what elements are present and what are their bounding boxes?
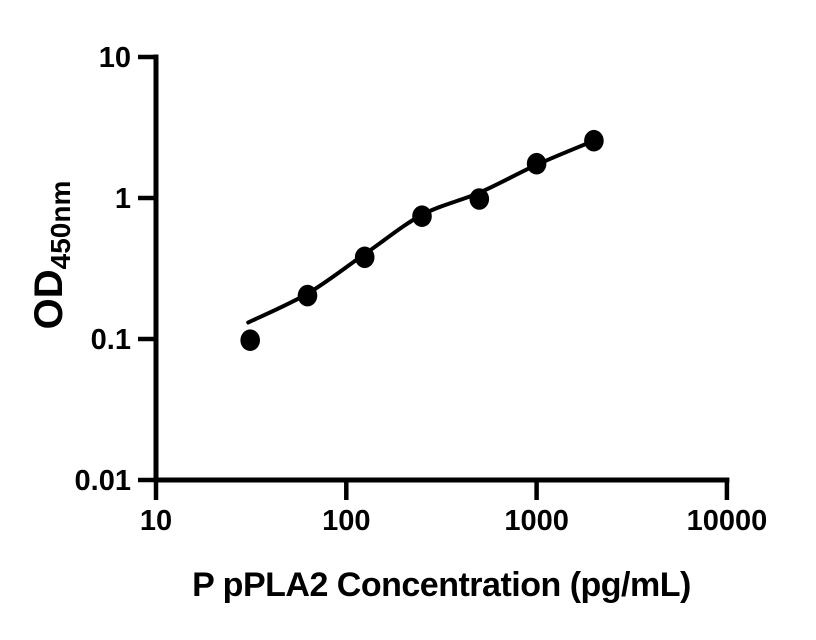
y-tick-label: 10 <box>99 42 131 74</box>
x-tick-label: 1000 <box>504 505 569 537</box>
y-axis-title-subscript: 450nm <box>45 180 76 270</box>
y-axis-title: OD450nm <box>27 181 77 330</box>
y-tick-label: 0.01 <box>75 465 131 497</box>
y-tick-label: 1 <box>115 183 131 215</box>
y-tick-label: 0.1 <box>91 324 131 356</box>
fitted-curve <box>246 138 596 325</box>
data-point-marker <box>240 329 260 352</box>
x-tick-label: 10000 <box>687 505 768 537</box>
x-tick-label: 100 <box>322 505 370 537</box>
y-axis-title-main: OD <box>27 269 71 330</box>
x-tick-label: 10 <box>140 505 172 537</box>
axis-spine <box>153 54 730 483</box>
x-axis-title: P pPLA2 Concentration (pg/mL) <box>192 566 691 604</box>
